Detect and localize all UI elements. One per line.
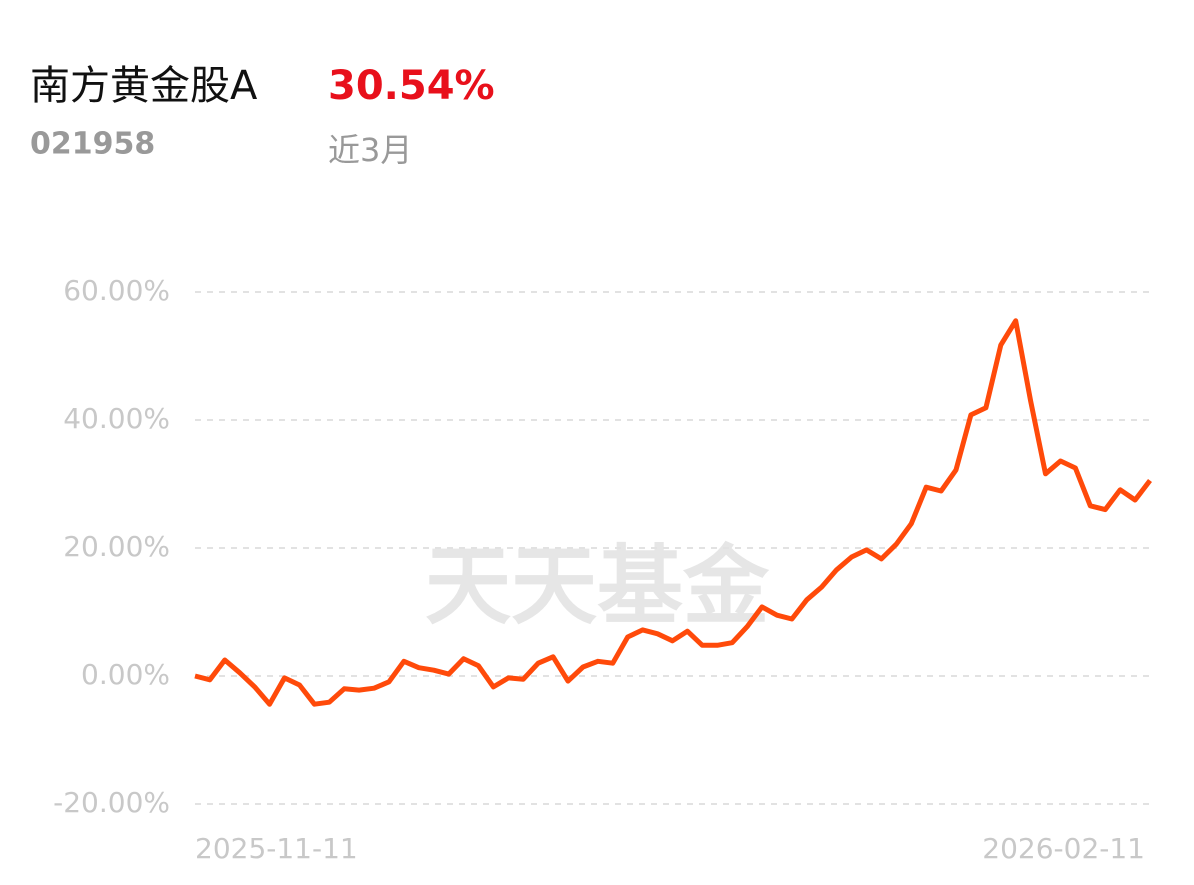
fund-name: 南方黄金股A — [30, 63, 258, 109]
x-tick-label: 2025-11-11 — [195, 832, 358, 865]
fund-return: 30.54% — [328, 63, 495, 109]
y-tick-label: 60.00% — [63, 274, 170, 307]
x-tick-label: 2026-02-11 — [982, 832, 1145, 865]
y-tick-label: 0.00% — [81, 658, 170, 691]
y-tick-label: 20.00% — [63, 530, 170, 563]
watermark: 天天基金 — [425, 536, 770, 637]
fund-code: 021958 — [30, 127, 155, 162]
y-tick-label: 40.00% — [63, 402, 170, 435]
line-series — [194, 318, 1152, 707]
y-tick-label: -20.00% — [53, 786, 170, 819]
period: 近3月 — [328, 131, 412, 169]
